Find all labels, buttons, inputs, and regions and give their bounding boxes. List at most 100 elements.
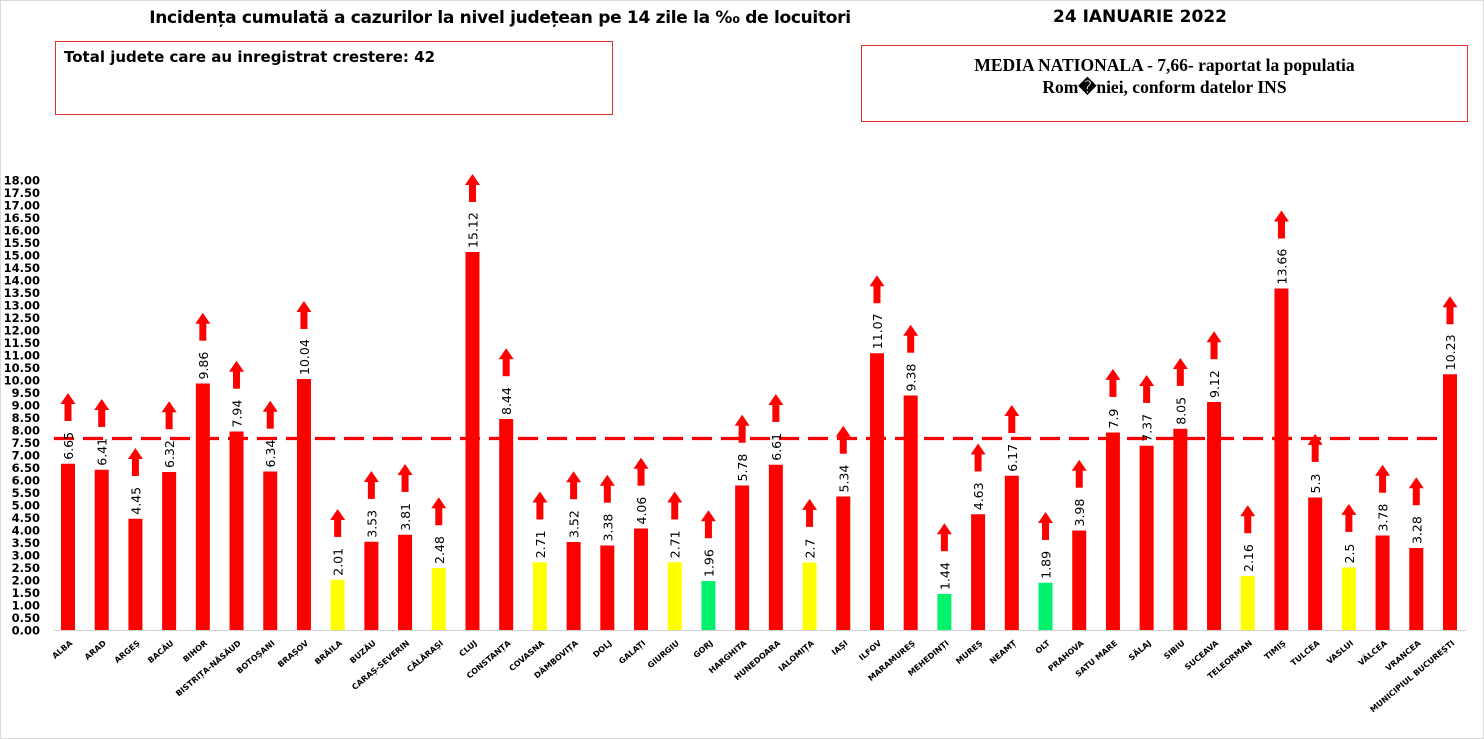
- value-label: 4.45: [128, 487, 143, 515]
- value-label: 2.5: [1342, 544, 1357, 564]
- up-arrow-icon: [266, 410, 274, 429]
- up-arrow-icon-head: [397, 463, 413, 475]
- y-tick-label: 14.50: [4, 261, 40, 275]
- bar-alba: [61, 463, 75, 630]
- y-tick-label: 14.00: [4, 274, 40, 288]
- y-tick-label: 11.00: [4, 349, 40, 363]
- up-arrow-icon-head: [1273, 210, 1289, 222]
- x-tick-label: NEAMȚ: [988, 638, 1019, 666]
- up-arrow-icon: [1412, 487, 1420, 506]
- y-tick-label: 16.00: [4, 224, 40, 238]
- x-tick-label: ARAD: [83, 638, 108, 661]
- bar-bistrița-năsăud: [229, 431, 244, 630]
- x-tick-label: ARGEȘ: [113, 638, 143, 665]
- value-label: 15.12: [465, 212, 480, 248]
- y-tick-label: 0.50: [12, 611, 40, 625]
- bar-sibiu: [1173, 428, 1188, 630]
- value-label: 7.37: [1140, 414, 1155, 442]
- y-tick-label: 5.00: [12, 499, 40, 513]
- up-arrow-icon: [940, 533, 948, 552]
- up-arrow-icon: [738, 424, 746, 443]
- bar-gorj: [701, 581, 716, 630]
- bar-brăila: [330, 579, 345, 630]
- bar-suceava: [1207, 402, 1222, 630]
- y-tick-label: 15.00: [4, 249, 40, 263]
- value-label: 10.04: [297, 339, 312, 375]
- value-label: 1.89: [1039, 551, 1054, 579]
- up-arrow-icon-head: [936, 523, 952, 535]
- bar-arad: [94, 469, 109, 630]
- y-tick-label: 17.00: [4, 199, 40, 213]
- up-arrow-icon-head: [363, 470, 379, 482]
- bars: [61, 252, 1457, 630]
- y-tick-label: 1.00: [12, 599, 40, 613]
- up-arrow-icon-head: [869, 275, 885, 287]
- y-tick-label: 7.00: [12, 449, 40, 463]
- value-label: 3.81: [398, 503, 413, 531]
- x-tick-label: BRAȘOV: [276, 638, 311, 670]
- up-arrow-icon: [1345, 513, 1353, 532]
- x-tick-label: IAȘI: [830, 639, 850, 658]
- value-label: 6.41: [95, 438, 110, 466]
- bar-sălaj: [1139, 445, 1154, 630]
- up-arrow-icon: [1042, 521, 1050, 540]
- trend-arrows: [60, 174, 1458, 552]
- bar-ialomița: [802, 562, 817, 630]
- up-arrow-icon-head: [1206, 331, 1222, 343]
- up-arrow-icon-head: [94, 398, 110, 410]
- x-tick-label: CLUJ: [458, 639, 479, 659]
- value-label: 8.05: [1173, 397, 1188, 425]
- bar-brașov: [296, 379, 311, 630]
- up-arrow-icon-head: [60, 392, 76, 404]
- bar-mureș: [971, 514, 986, 630]
- up-arrow-icon: [873, 285, 881, 304]
- up-arrow-icon-head: [667, 491, 683, 503]
- y-tick-label: 12.00: [4, 324, 40, 338]
- bar-tulcea: [1308, 497, 1323, 630]
- bar-călărași: [431, 568, 446, 630]
- x-tick-label: MUREȘ: [954, 638, 985, 666]
- y-tick-label: 3.00: [12, 549, 40, 563]
- bar-dolj: [600, 545, 615, 630]
- up-arrow-icon-head: [532, 491, 548, 503]
- value-label: 1.44: [937, 562, 952, 590]
- y-tick-label: 16.50: [4, 211, 40, 225]
- up-arrow-icon-head: [970, 443, 986, 455]
- up-arrow-icon: [98, 408, 106, 427]
- y-tick-label: 13.00: [4, 299, 40, 313]
- y-tick-label: 15.50: [4, 236, 40, 250]
- bar-caraș-severin: [398, 534, 413, 630]
- up-arrow-icon-head: [1341, 503, 1357, 515]
- up-arrow-icon: [468, 184, 476, 202]
- y-tick-label: 5.50: [12, 486, 40, 500]
- up-arrow-icon: [1075, 469, 1083, 488]
- value-label: 6.17: [1005, 444, 1020, 472]
- up-arrow-icon: [1109, 378, 1117, 397]
- bar-timiș: [1274, 288, 1289, 630]
- y-tick-label: 11.50: [4, 336, 40, 350]
- up-arrow-icon: [806, 508, 814, 527]
- bar-argeș: [128, 518, 143, 630]
- bar-hunedoara: [768, 464, 783, 630]
- y-tick-label: 7.50: [12, 436, 40, 450]
- up-arrow-icon: [199, 322, 207, 341]
- x-tick-label: BACĂU: [145, 637, 176, 665]
- up-arrow-icon: [839, 435, 847, 454]
- up-arrow-icon: [1008, 414, 1016, 433]
- x-tick-label: BRĂILA: [312, 637, 345, 667]
- bar-constanța: [499, 419, 514, 630]
- bar-giurgiu: [667, 562, 682, 630]
- x-tick-label: CĂLĂRAȘI: [404, 637, 446, 675]
- bar-bihor: [195, 383, 210, 630]
- bar-covasna: [532, 562, 547, 630]
- y-tick-label: 4.00: [12, 524, 40, 538]
- x-tick-label: GORJ: [692, 639, 715, 660]
- value-label: 5.78: [735, 454, 750, 482]
- value-label: 2.16: [1241, 544, 1256, 572]
- value-labels: 6.65 6.41 4.45 6.32 9.86 7.94 6.34 10.04 2.01 3.5…: [61, 212, 1458, 590]
- x-tick-label: VÂLCEA: [1355, 637, 1389, 668]
- up-arrow-icon: [1379, 474, 1387, 493]
- chart-title: Incidența cumulată a cazurilor la nivel …: [149, 8, 851, 28]
- up-arrow-icon-head: [768, 393, 784, 405]
- up-arrow-icon-head: [1408, 477, 1424, 489]
